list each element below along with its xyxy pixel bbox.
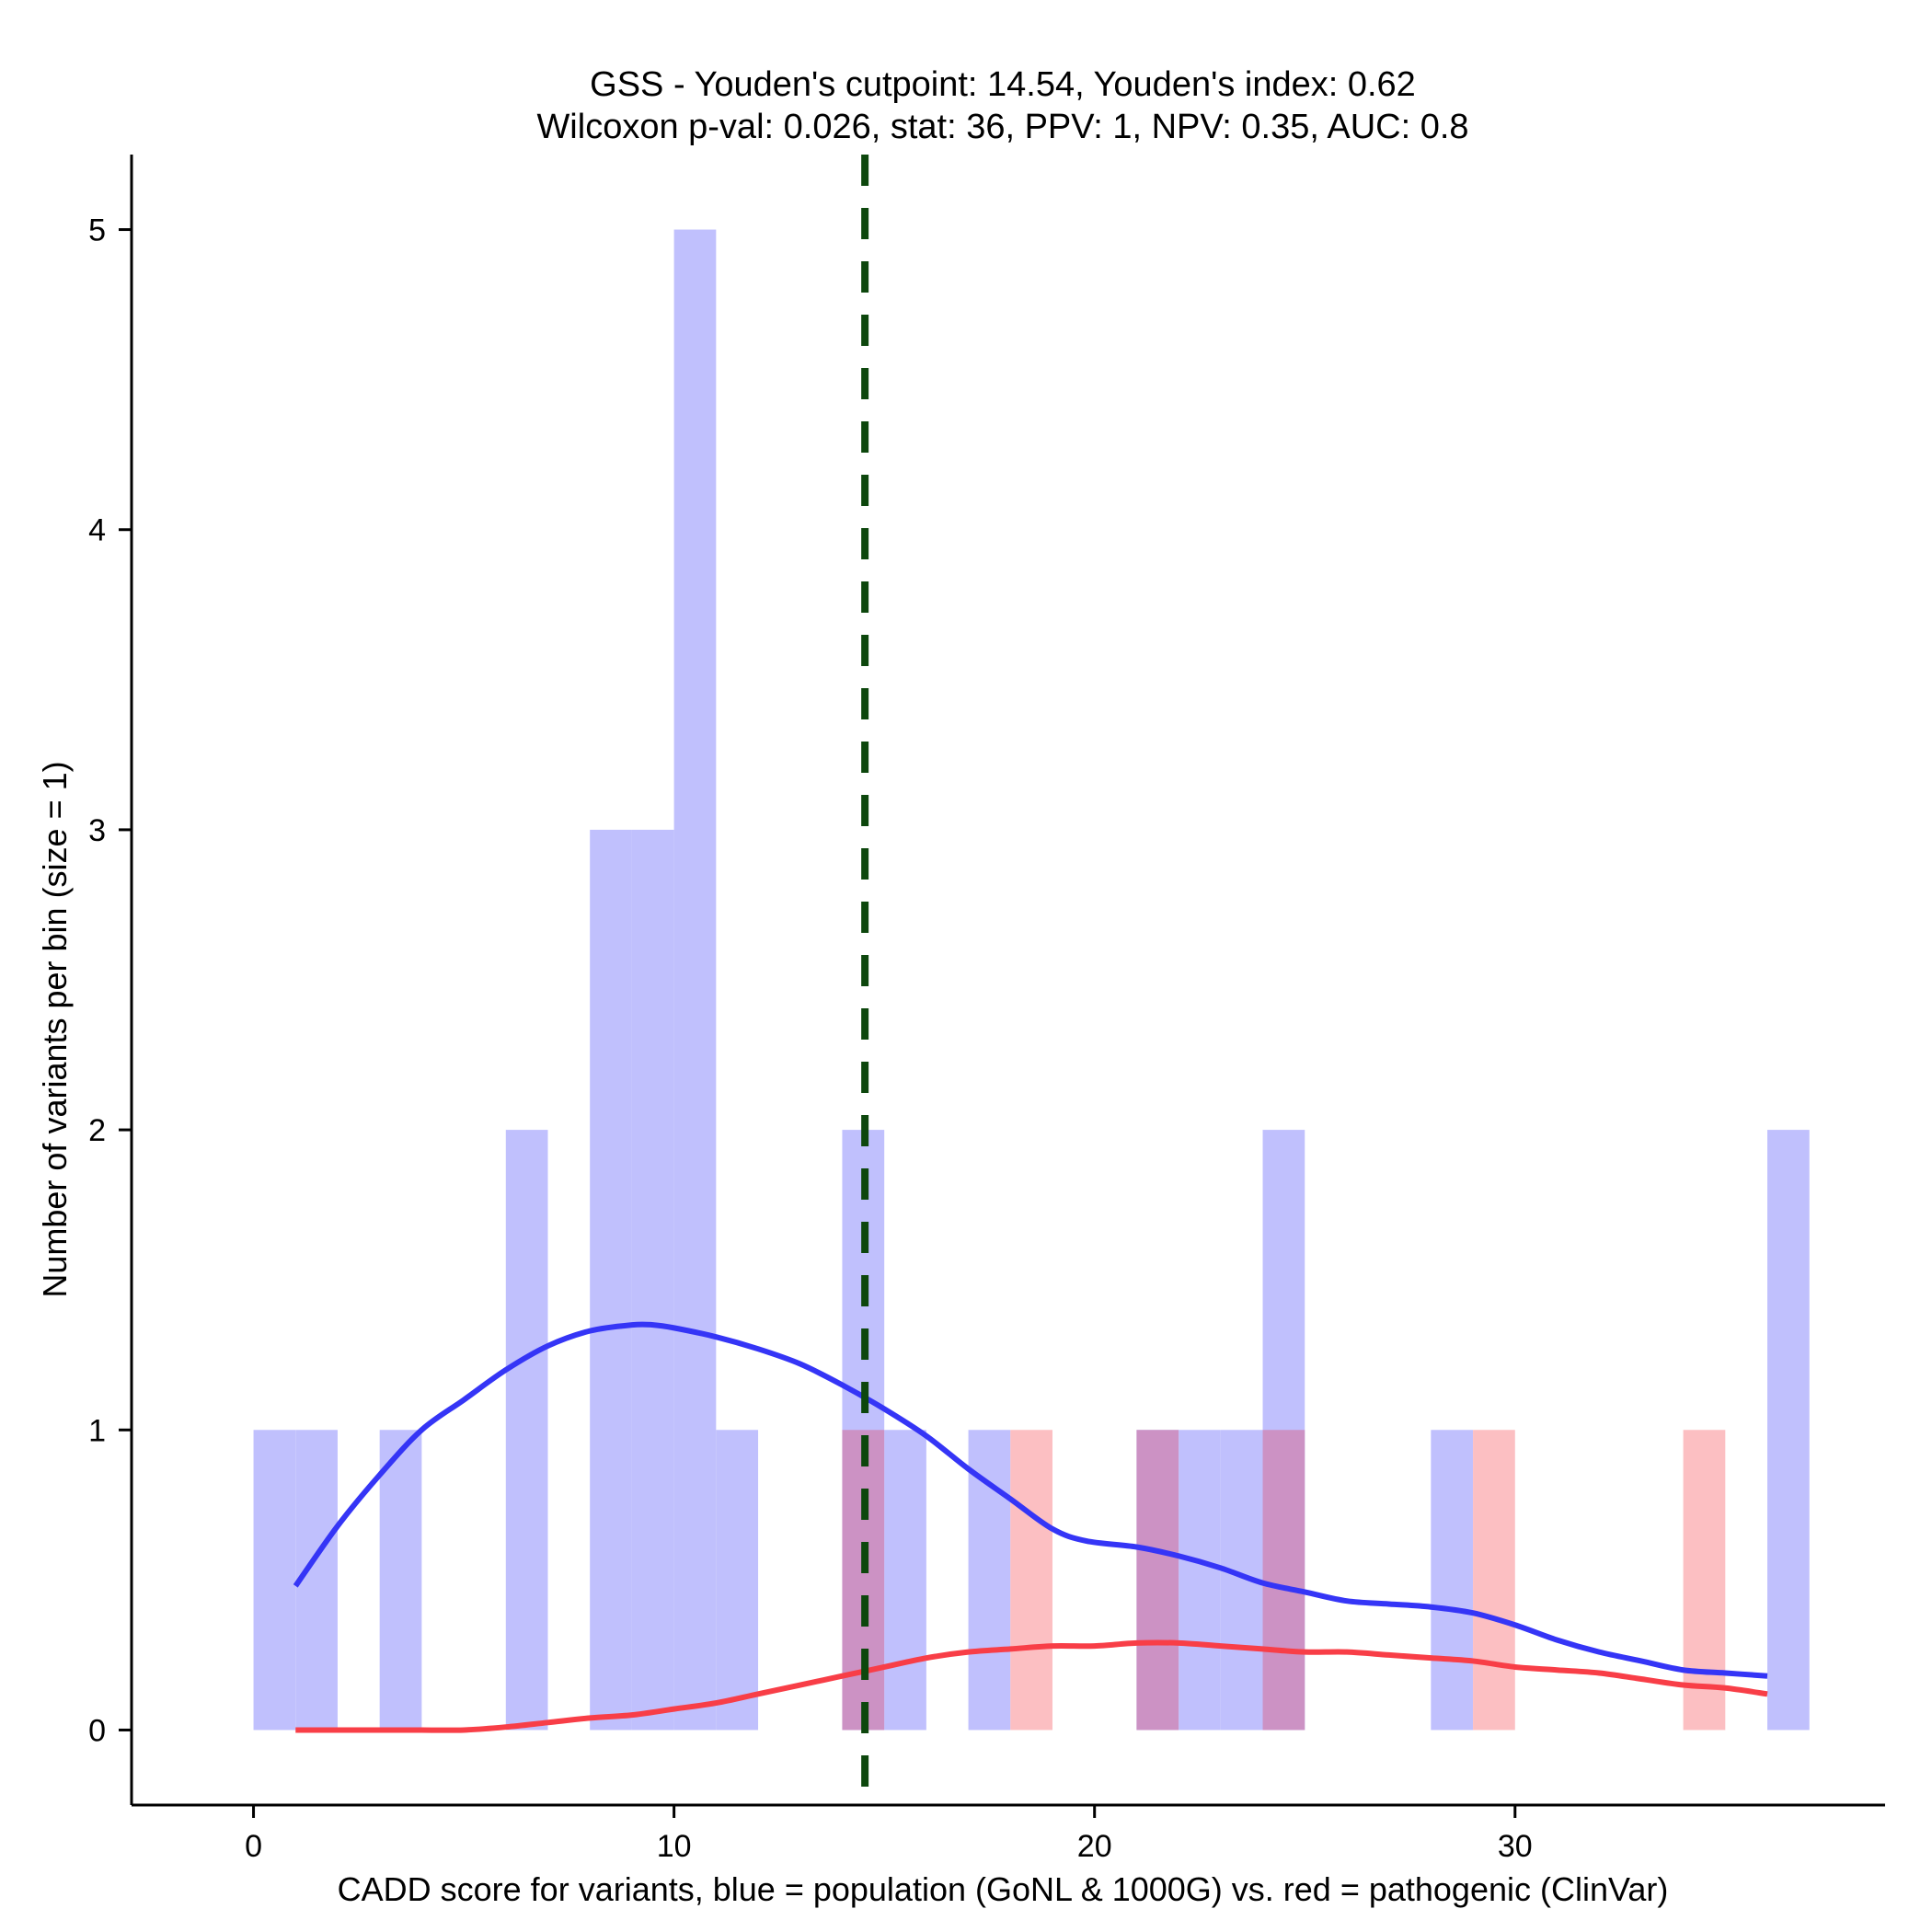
population-density-line (293, 1321, 1768, 1679)
y-tick-label: 2 (88, 1113, 106, 1148)
x-axis-label: CADD score for variants, blue = populati… (338, 1870, 1669, 1908)
population-bar (590, 829, 632, 1731)
overlap-bar (1262, 1430, 1305, 1731)
y-tick-label: 5 (88, 213, 106, 248)
chart-title: GSS - Youden's cutpoint: 14.54, Youden's… (590, 65, 1416, 104)
overlap-bar (1136, 1430, 1179, 1731)
axes (130, 155, 1885, 1807)
chart-subtitle: Wilcoxon p-val: 0.026, stat: 36, PPV: 1,… (536, 108, 1468, 146)
population-bar (716, 1430, 759, 1731)
y-axis-ticks: 0 1 2 3 4 5 (88, 213, 132, 1748)
y-axis-label: Number of variants per bin (size = 1) (36, 761, 74, 1297)
population-bar (884, 1430, 926, 1731)
population-bar (505, 1130, 548, 1731)
y-tick-label: 0 (88, 1713, 106, 1748)
population-bar (631, 829, 674, 1731)
population-bar (1431, 1430, 1474, 1731)
population-bar (968, 1430, 1011, 1731)
population-bar (1179, 1430, 1221, 1731)
pathogenic-bar (1473, 1430, 1515, 1731)
x-tick-label: 10 (657, 1829, 692, 1864)
x-tick-label: 20 (1077, 1829, 1112, 1864)
x-tick-label: 30 (1498, 1829, 1533, 1864)
x-axis-ticks: 0 10 20 30 (245, 1805, 1533, 1864)
overlap-bar (842, 1430, 885, 1731)
pathogenic-bar (1683, 1430, 1726, 1731)
y-tick-label: 3 (88, 813, 106, 848)
pathogenic-density-line (295, 1639, 1768, 1733)
population-bar (673, 229, 717, 1731)
x-tick-label: 0 (245, 1829, 262, 1864)
population-bar (253, 1430, 296, 1731)
y-tick-label: 4 (88, 513, 106, 548)
y-tick-label: 1 (88, 1413, 106, 1448)
pathogenic-bars (842, 1430, 1726, 1731)
population-bar (1767, 1130, 1810, 1731)
density-curves (293, 1321, 1768, 1733)
population-bar (379, 1430, 422, 1731)
pathogenic-bar (1010, 1430, 1052, 1731)
